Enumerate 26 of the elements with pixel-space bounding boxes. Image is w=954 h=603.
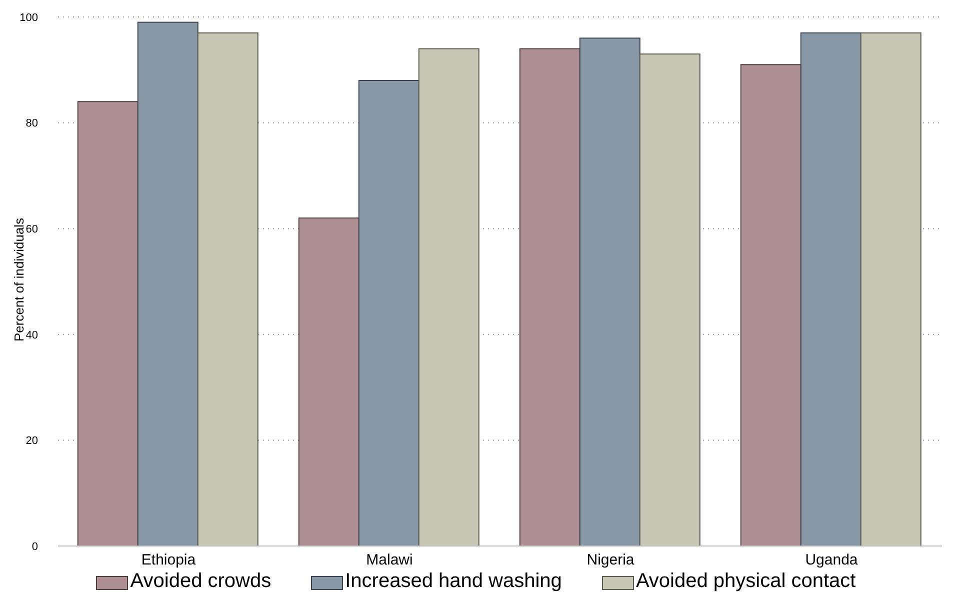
bar bbox=[298, 218, 360, 546]
y-tick-label: 40 bbox=[26, 329, 38, 342]
bar bbox=[418, 48, 480, 546]
bar bbox=[358, 80, 420, 546]
legend-label: Increased hand washing bbox=[345, 570, 562, 593]
legend-label: Avoided crowds bbox=[130, 570, 272, 593]
legend-label: Avoided physical contact bbox=[636, 570, 856, 593]
bar bbox=[519, 48, 580, 546]
x-tick-label: Nigeria bbox=[586, 552, 635, 569]
y-tick-label: 100 bbox=[20, 12, 38, 24]
bar bbox=[740, 64, 802, 546]
bar bbox=[77, 101, 138, 546]
y-tick-label: 0 bbox=[32, 540, 38, 553]
x-tick-label: Ethiopia bbox=[141, 552, 196, 569]
x-tick-label: Uganda bbox=[805, 552, 858, 569]
x-tick-label: Malawi bbox=[366, 552, 413, 569]
y-tick-label: 20 bbox=[26, 435, 38, 448]
y-tick-label: 80 bbox=[26, 118, 38, 130]
bar bbox=[639, 54, 700, 546]
y-axis-title: Percent of individuals bbox=[12, 217, 27, 342]
bar bbox=[579, 38, 640, 546]
bar bbox=[860, 32, 922, 546]
bar bbox=[800, 32, 862, 546]
y-tick-label: 60 bbox=[26, 224, 38, 236]
bar bbox=[137, 22, 198, 546]
bar bbox=[197, 32, 258, 546]
